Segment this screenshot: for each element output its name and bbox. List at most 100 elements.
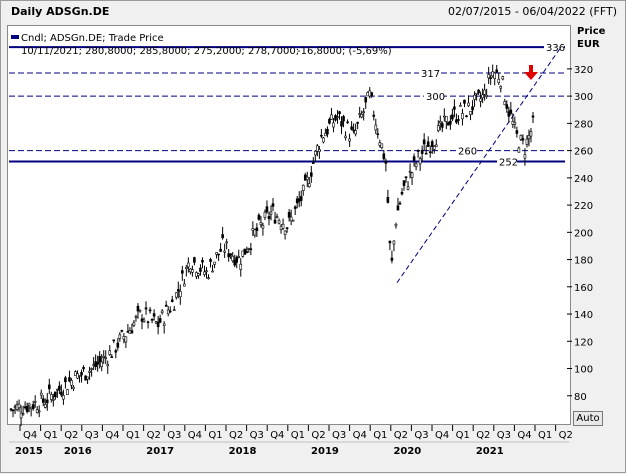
x-quarter-label: Q4	[188, 430, 202, 441]
candle-body	[519, 135, 523, 140]
candle-body	[160, 310, 164, 313]
candle-body	[441, 123, 444, 128]
x-quarter-label: Q1	[291, 430, 305, 441]
auto-scale-button[interactable]: Auto	[573, 411, 603, 426]
candle-body	[66, 389, 69, 395]
candle-body	[473, 94, 476, 100]
candle-body	[227, 253, 230, 258]
candle-body	[176, 289, 180, 292]
x-quarter-label: Q3	[332, 430, 346, 441]
y-tick-label: 320	[574, 65, 593, 76]
candle-body	[11, 409, 15, 412]
date-range: 02/07/2015 - 06/04/2022 (FFT)	[447, 5, 617, 18]
candle-body	[453, 106, 456, 110]
candle-body	[449, 120, 452, 125]
candle-body	[225, 241, 228, 244]
candle-body	[104, 357, 108, 359]
candle-body	[495, 69, 499, 73]
candle-body	[78, 375, 81, 377]
candle-body	[52, 399, 55, 401]
candle-body	[412, 156, 416, 161]
candle-body	[132, 322, 136, 326]
candle-body	[428, 151, 432, 154]
candle-body	[45, 399, 49, 404]
y-tick-label: 100	[574, 365, 593, 376]
down-arrow-head-icon	[524, 72, 538, 80]
candle-body	[430, 141, 434, 147]
candle-body	[299, 196, 303, 201]
y-tick-label: 300	[574, 92, 593, 103]
level-label-bg	[456, 143, 476, 156]
candle-body	[445, 115, 448, 122]
candle-body	[185, 267, 188, 270]
candle-body	[392, 240, 396, 245]
candle-body	[58, 385, 61, 391]
candle-body	[499, 86, 503, 89]
candle-body	[257, 214, 261, 220]
candle-body	[29, 406, 33, 410]
candle-body	[193, 257, 196, 263]
candle-body	[213, 261, 216, 265]
candle-body	[25, 406, 29, 412]
candle-body	[88, 370, 91, 373]
candle-body	[497, 78, 501, 83]
x-quarter-label: Q2	[476, 430, 490, 441]
candle-body	[471, 106, 474, 111]
candle-body	[191, 269, 194, 273]
candle-body	[130, 330, 134, 334]
candle-body	[332, 122, 335, 128]
x-quarter-label: Q2	[229, 430, 243, 441]
candle-body	[436, 125, 440, 131]
level-label-336: 336	[546, 43, 565, 54]
candle-body	[181, 270, 184, 274]
candle-body	[455, 119, 458, 123]
candle-body	[267, 216, 271, 219]
candle-body	[273, 219, 277, 224]
candle-body	[231, 255, 234, 262]
candle-body	[259, 222, 263, 225]
x-year-label: 2017	[146, 446, 174, 457]
candle-body	[197, 273, 200, 276]
candle-body	[291, 219, 295, 222]
candle-body	[475, 92, 478, 95]
candle-body	[271, 203, 275, 207]
chart-title: Daily ADSGn.DE	[11, 5, 110, 18]
x-quarter-label: Q3	[414, 430, 428, 441]
candle-body	[467, 102, 470, 107]
trend-line	[396, 46, 562, 283]
candle-body	[465, 115, 468, 118]
y-tick-label: 140	[574, 310, 593, 321]
x-quarter-label: Q2	[311, 430, 325, 441]
candle-body	[233, 259, 237, 266]
candle-body	[41, 398, 45, 403]
candle-body	[31, 404, 35, 410]
candle-body	[432, 145, 436, 150]
candle-body	[142, 319, 146, 322]
candle-body	[390, 257, 394, 261]
level-label-bg	[419, 65, 439, 78]
candle-body	[318, 149, 321, 152]
x-quarter-label: Q3	[167, 430, 181, 441]
candle-body	[326, 128, 329, 135]
x-quarter-label: Q1	[44, 430, 58, 441]
candle-body	[479, 98, 482, 102]
candle-body	[27, 403, 31, 407]
candle-body	[310, 172, 313, 177]
candle-body	[215, 252, 218, 255]
candle-body	[102, 356, 106, 358]
candle-body	[17, 403, 21, 409]
x-year-label: 2018	[229, 446, 257, 457]
candle-body	[43, 404, 47, 408]
candle-body	[35, 409, 39, 414]
candle-body	[360, 113, 363, 118]
candle-body	[491, 71, 494, 77]
y-axis: 80 100 120 140 160 180 200 220 240 260 280 300 320 Pr…	[567, 26, 606, 403]
plot-area[interactable]	[7, 25, 571, 425]
y-tick-label: 280	[574, 119, 593, 130]
candle-body	[285, 227, 289, 229]
candle-body	[245, 251, 249, 253]
candle-body	[207, 277, 210, 280]
candle-body	[372, 114, 376, 117]
candle-body	[362, 111, 366, 114]
candle-body	[447, 122, 450, 126]
